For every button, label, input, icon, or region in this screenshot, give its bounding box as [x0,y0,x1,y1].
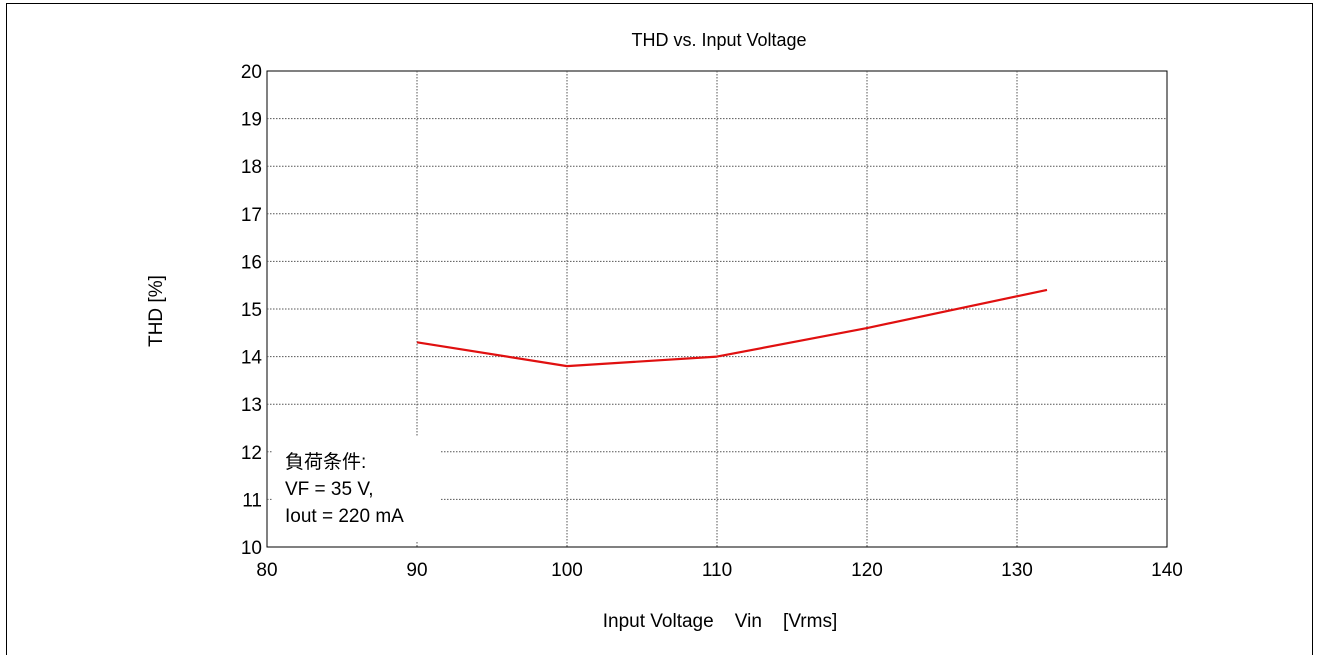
y-tick-label: 12 [241,443,262,464]
annotation: 負荷条件: VF = 35 V, Iout = 220 mA [272,437,440,542]
annotation-box [272,437,440,542]
x-axis-label: Input Voltage Vin [Vrms] [603,611,837,632]
y-tick-label: 16 [241,252,262,273]
y-tick-label: 10 [241,538,262,559]
y-tick-label: 11 [242,490,262,511]
annotation-line: 負荷条件: [285,451,366,473]
tick-labels: 80 90 100 110 120 130 140 10 11 12 13 14 15 16 17 18 19 2… [241,62,1183,581]
y-axis-label: THD [%] [146,275,167,347]
x-tick-label: 110 [702,560,732,581]
x-tick-label: 130 [1001,560,1033,581]
series-line [416,288,1048,368]
annotation-line: VF = 35 V, [285,479,374,500]
x-tick-label: 90 [406,560,427,581]
y-tick-label: 20 [241,62,262,83]
x-tick-label: 120 [851,560,883,581]
x-tick-label: 140 [1151,560,1183,581]
x-tick-label: 100 [551,560,583,581]
y-tick-label: 15 [241,300,262,321]
y-tick-label: 17 [241,205,262,226]
series-layer [416,288,1048,368]
y-tick-label: 13 [241,395,262,416]
y-tick-label: 19 [241,110,262,131]
chart-title: THD vs. Input Voltage [631,30,806,50]
y-tick-label: 18 [241,157,262,178]
y-tick-label: 14 [241,348,263,369]
annotation-line: Iout = 220 mA [285,506,404,527]
chart-frame [6,3,1313,655]
x-tick-label: 80 [256,560,277,581]
